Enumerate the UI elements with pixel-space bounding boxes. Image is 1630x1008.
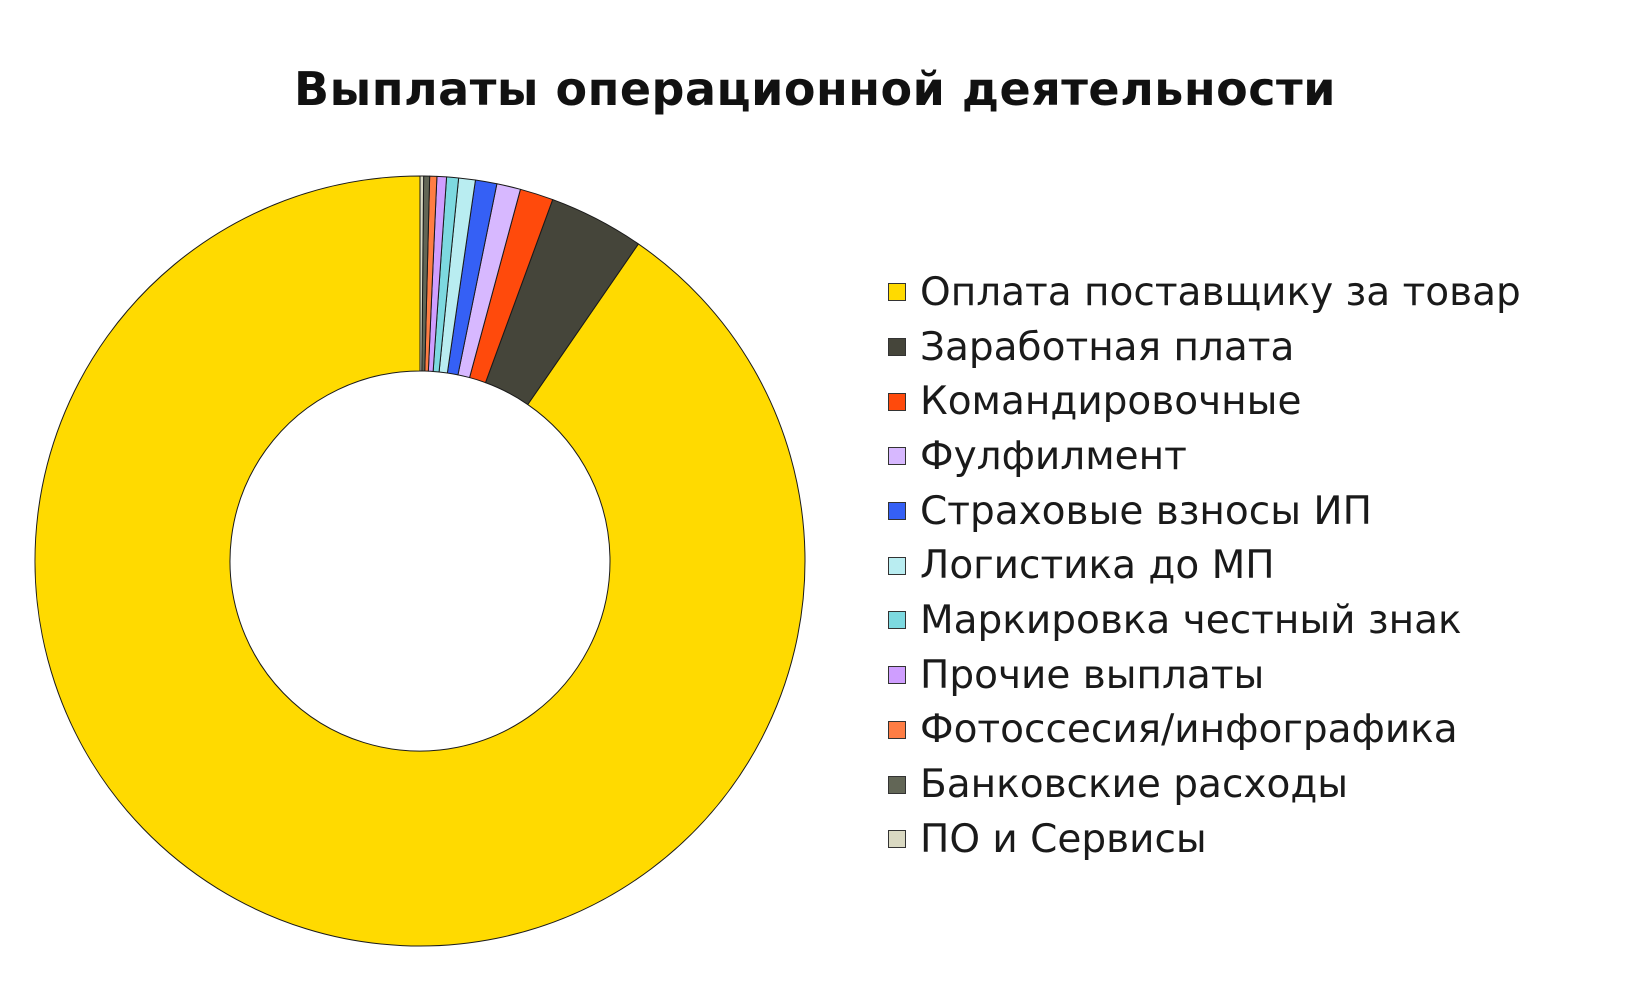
legend-item: ПО и Сервисы (888, 812, 1521, 867)
legend-swatch (888, 447, 906, 466)
legend-label: Фотоссесия/инфографика (920, 707, 1458, 753)
legend-label: ПО и Сервисы (920, 816, 1207, 862)
legend-item: Заработная плата (888, 320, 1521, 375)
legend-label: Маркировка честный знак (920, 597, 1462, 643)
legend-swatch (888, 556, 906, 575)
legend-item: Логистика до МП (888, 538, 1521, 593)
legend-item: Прочие выплаты (888, 648, 1521, 703)
legend-item: Фулфилмент (888, 429, 1521, 484)
legend-swatch (888, 666, 906, 685)
legend-item: Банковские расходы (888, 757, 1521, 812)
legend-label: Заработная плата (920, 324, 1295, 370)
legend-label: Прочие выплаты (920, 652, 1265, 698)
legend-swatch (888, 720, 906, 739)
pie-slice (34, 175, 806, 947)
legend-item: Страховые взносы ИП (888, 484, 1521, 539)
legend-label: Командировочные (920, 379, 1302, 425)
legend-swatch (888, 392, 906, 411)
legend-item: Фотоссесия/инфографика (888, 703, 1521, 758)
legend-swatch (888, 830, 906, 849)
legend-swatch (888, 502, 906, 521)
legend-swatch (888, 775, 906, 794)
pie-slice (419, 175, 425, 372)
legend: Оплата поставщику за товар Заработная пла… (888, 265, 1521, 867)
legend-item: Оплата поставщику за товар (888, 265, 1521, 320)
legend-item: Маркировка честный знак (888, 593, 1521, 648)
legend-label: Банковские расходы (920, 762, 1349, 808)
legend-label: Оплата поставщику за товар (920, 269, 1521, 315)
chart-title: Выплаты операционной деятельности (294, 62, 1336, 116)
legend-swatch (888, 338, 906, 357)
legend-swatch (888, 611, 906, 630)
legend-label: Страховые взносы ИП (920, 488, 1372, 534)
legend-label: Логистика до МП (920, 543, 1275, 589)
legend-swatch (888, 283, 906, 302)
legend-item: Командировочные (888, 374, 1521, 429)
legend-label: Фулфилмент (920, 433, 1187, 479)
